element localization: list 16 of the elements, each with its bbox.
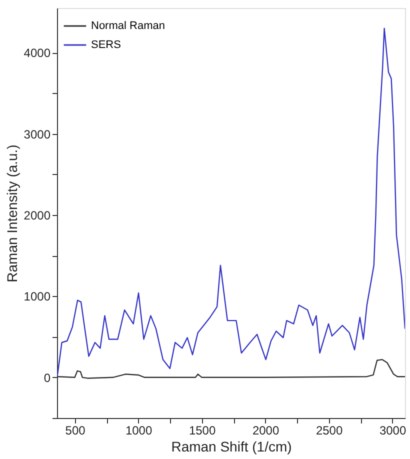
y-tick-label: 4000 (24, 46, 51, 60)
x-tick-label: 500 (65, 424, 86, 438)
y-tick-label: 0 (44, 370, 51, 385)
legend-label: SERS (91, 39, 121, 51)
y-tick-label: 2000 (24, 208, 51, 223)
x-tick-label: 1500 (188, 424, 216, 438)
x-tick-label: 2000 (252, 424, 280, 438)
line-series (57, 28, 405, 376)
y-tick-label: 3000 (24, 127, 51, 142)
legend-label: Normal Raman (91, 20, 165, 32)
y-axis-title: Raman Intensity (a.u.) (4, 144, 20, 282)
x-tick-label: 1000 (125, 424, 152, 438)
y-tick-label: 1000 (24, 290, 51, 304)
x-tick-label: 3000 (379, 424, 406, 438)
x-tick-label: 2500 (316, 424, 343, 438)
x-axis-title: Raman Shift (1/cm) (171, 438, 292, 454)
